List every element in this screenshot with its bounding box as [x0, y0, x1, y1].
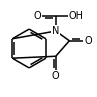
Text: O: O [33, 10, 41, 21]
Text: O: O [52, 71, 60, 81]
Text: OH: OH [69, 10, 84, 21]
Text: N: N [52, 26, 59, 36]
Text: O: O [84, 36, 92, 46]
